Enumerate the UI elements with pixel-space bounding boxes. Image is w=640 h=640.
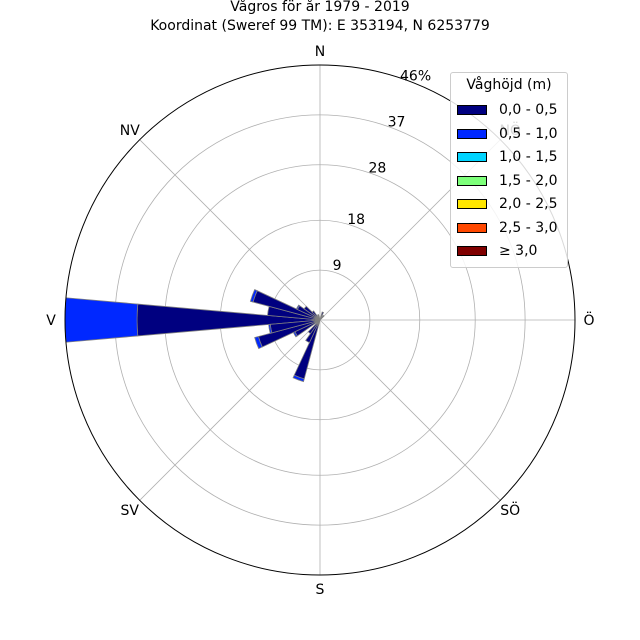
- radial-tick-label: 9: [333, 258, 342, 274]
- direction-label: N: [315, 44, 325, 60]
- legend-label: 1,5 - 2,0: [499, 172, 558, 189]
- legend-item: 1,5 - 2,0: [457, 171, 557, 191]
- angular-grid-line: [319, 319, 501, 501]
- rose-sector-bar: [292, 374, 305, 383]
- legend-swatch: [457, 105, 487, 115]
- legend-item: 0,0 - 0,5: [457, 100, 557, 120]
- rose-sector-bar: [249, 289, 258, 303]
- rose-sector-bar: [268, 323, 273, 334]
- legend-swatch: [457, 222, 487, 233]
- direction-label: Ö: [583, 311, 594, 329]
- legend-label: 0,5 - 1,0: [499, 125, 558, 142]
- legend-label: ≥ 3,0: [499, 243, 538, 259]
- legend-label: 1,0 - 1,5: [499, 149, 558, 165]
- rose-sector-bar: [319, 314, 325, 321]
- legend-label: 2,0 - 2,5: [499, 196, 558, 212]
- rose-sector-bar: [295, 304, 301, 310]
- rose-sector-bar: [317, 314, 321, 321]
- legend-label: 2,5 - 3,0: [499, 219, 558, 236]
- legend-item: ≥ 3,0: [457, 241, 537, 261]
- legend-swatch: [457, 128, 487, 139]
- direction-label: SÖ: [500, 501, 520, 519]
- angular-grid-line: [139, 139, 321, 321]
- legend-swatch: [457, 199, 487, 209]
- legend-swatch: [457, 152, 487, 162]
- radial-tick-label: 46%: [400, 68, 431, 84]
- chart-title: Vågros för år 1979 - 2019: [230, 0, 410, 15]
- chart-subtitle: Koordinat (Sweref 99 TM): E 353194, N 62…: [150, 18, 490, 34]
- legend-swatch: [457, 246, 487, 256]
- legend-label: 0,0 - 0,5: [499, 102, 558, 118]
- direction-label: V: [46, 313, 56, 329]
- legend-item: 2,0 - 2,5: [457, 194, 557, 214]
- radial-tick-label: 18: [347, 212, 365, 228]
- legend: Våghöjd (m) 0,0 - 0,5 0,5 - 1,0 1,0 - 1,5 1…: [450, 72, 568, 268]
- direction-label: NV: [120, 123, 140, 139]
- rose-sector-bar: [64, 297, 139, 343]
- rose-sector-bar: [311, 310, 321, 321]
- polar-outline: [64, 64, 576, 576]
- rose-sector-bar: [319, 311, 325, 321]
- radial-tick-label: 28: [368, 161, 386, 177]
- angular-grid-line: [139, 319, 321, 501]
- legend-item: 0,5 - 1,0: [457, 124, 557, 144]
- direction-label: SV: [121, 503, 140, 519]
- legend-item: 2,5 - 3,0: [457, 218, 557, 238]
- rose-sector-bar: [307, 319, 321, 335]
- legend-item: 1,0 - 1,5: [457, 147, 557, 167]
- direction-label: S: [316, 582, 325, 598]
- rose-sector-bar: [254, 336, 263, 350]
- legend-swatch: [457, 175, 487, 186]
- legend-title: Våghöjd (m): [466, 77, 552, 93]
- radial-tick-label: 37: [388, 115, 406, 131]
